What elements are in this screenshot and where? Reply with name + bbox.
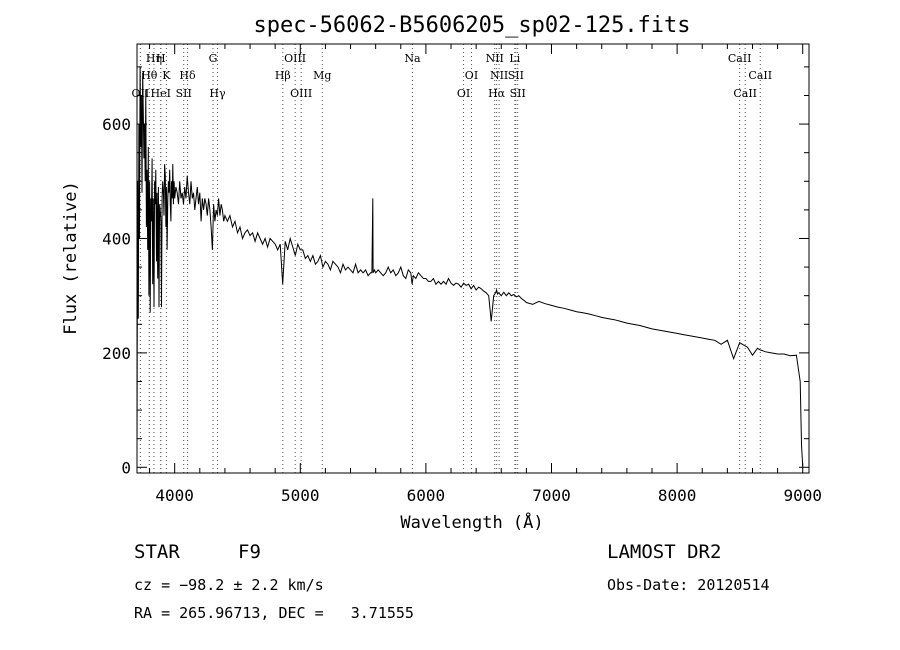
y-axis-label: Flux (relative)	[61, 181, 81, 335]
marker-label: OIII	[290, 87, 312, 100]
marker-label: Hη	[146, 52, 162, 65]
marker-label: Li	[509, 52, 520, 65]
chart-title: spec-56062-B5606205_sp02-125.fits	[253, 13, 690, 38]
marker-label: Hα	[488, 87, 506, 100]
obs-date: Obs-Date: 20120514	[607, 576, 770, 594]
marker-label: Hθ	[141, 69, 158, 82]
y-tick-label: 400	[102, 229, 131, 248]
survey-name: LAMOST DR2	[607, 541, 722, 563]
marker-label: HeI	[151, 87, 171, 100]
marker-label: SII	[508, 69, 524, 82]
marker-label: Na	[404, 52, 421, 65]
marker-label: K	[162, 69, 171, 82]
plot-frame	[136, 43, 810, 474]
marker-label: CaII	[733, 87, 757, 100]
x-axis-label: Wavelength (Å)	[400, 511, 543, 533]
marker-label: H	[156, 52, 166, 65]
object-class: STAR	[134, 541, 180, 563]
marker-label: Hγ	[209, 87, 226, 100]
x-tick-label: 8000	[658, 486, 697, 505]
marker-label: OI	[457, 87, 470, 100]
y-tick-label: 0	[121, 458, 131, 477]
x-tick-label: 6000	[407, 486, 446, 505]
marker-label: NII	[490, 69, 508, 82]
marker-label: Hβ	[275, 69, 291, 82]
marker-label: CaII	[728, 52, 752, 65]
x-tick-label: 4000	[155, 486, 194, 505]
x-tick-label: 5000	[281, 486, 320, 505]
marker-label: SII	[510, 87, 526, 100]
marker-label: OI	[465, 69, 478, 82]
marker-label: SII	[176, 87, 192, 100]
x-tick-label: 7000	[532, 486, 571, 505]
spectrum-line	[136, 66, 804, 467]
marker-label: OIII	[284, 52, 306, 65]
x-axis: 4000 5000 6000 7000 8000 9000	[149, 44, 822, 505]
coordinates: RA = 265.96713, DEC = 3.71555	[134, 604, 414, 622]
y-tick-label: 600	[102, 115, 131, 134]
x-tick-label: 9000	[783, 486, 822, 505]
marker-label: NII	[486, 52, 504, 65]
y-tick-label: 200	[102, 344, 131, 363]
spectral-subclass: F9	[238, 541, 261, 563]
marker-label: CaII	[748, 69, 772, 82]
y-axis: 0 200 400 600	[102, 66, 809, 477]
velocity-readout: cz = −98.2 ± 2.2 km/s	[134, 576, 324, 594]
marker-label: G	[209, 52, 218, 65]
marker-label: Mg	[313, 69, 331, 82]
marker-label: Hδ	[179, 69, 196, 82]
